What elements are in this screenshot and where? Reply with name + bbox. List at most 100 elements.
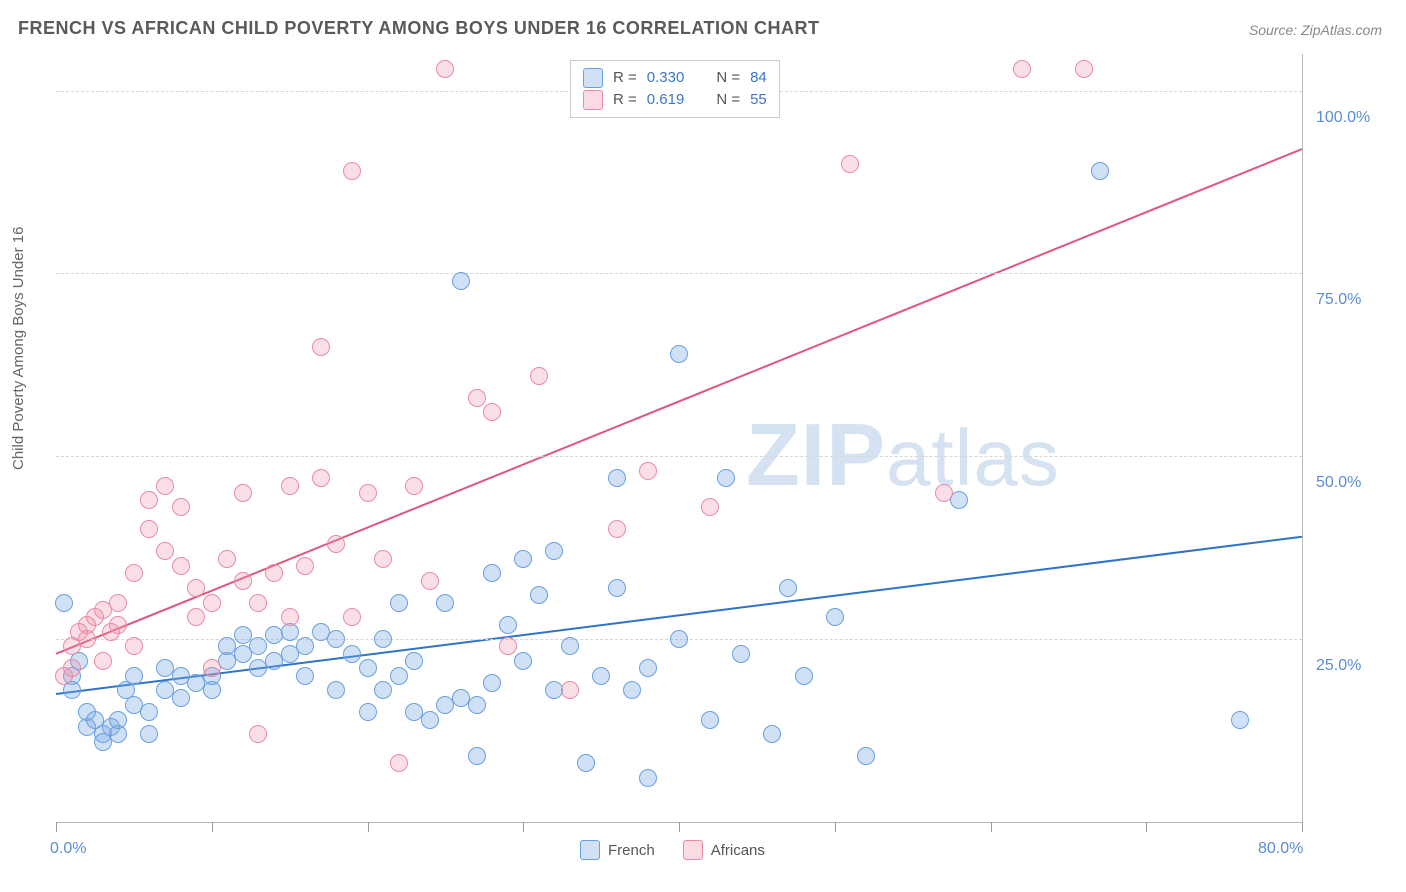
data-point-africans bbox=[390, 754, 408, 772]
xtick-label: 0.0% bbox=[50, 840, 86, 858]
data-point-french bbox=[359, 659, 377, 677]
xtick bbox=[679, 822, 680, 832]
source-label: Source: ZipAtlas.com bbox=[1249, 22, 1382, 38]
data-point-africans bbox=[281, 608, 299, 626]
source-prefix: Source: bbox=[1249, 22, 1301, 38]
legend-swatch-blue bbox=[583, 68, 603, 88]
data-point-french bbox=[701, 711, 719, 729]
data-point-africans bbox=[639, 462, 657, 480]
data-point-french bbox=[857, 747, 875, 765]
data-point-africans bbox=[359, 484, 377, 502]
data-point-french bbox=[468, 747, 486, 765]
plot-area: ZIPatlas bbox=[56, 54, 1302, 822]
legend-swatch-pink bbox=[583, 90, 603, 110]
data-point-french bbox=[452, 272, 470, 290]
chart-container: FRENCH VS AFRICAN CHILD POVERTY AMONG BO… bbox=[0, 0, 1406, 892]
data-point-africans bbox=[249, 594, 267, 612]
data-point-africans bbox=[265, 564, 283, 582]
data-point-africans bbox=[1075, 60, 1093, 78]
data-point-africans bbox=[63, 659, 81, 677]
data-point-french bbox=[592, 667, 610, 685]
data-point-africans bbox=[140, 520, 158, 538]
ytick-label: 75.0% bbox=[1316, 291, 1361, 309]
data-point-french bbox=[249, 637, 267, 655]
legend-row-africans: R = 0.619 N = 55 bbox=[583, 89, 767, 111]
data-point-french bbox=[405, 652, 423, 670]
data-point-french bbox=[327, 681, 345, 699]
data-point-africans bbox=[343, 162, 361, 180]
data-point-africans bbox=[483, 403, 501, 421]
data-point-africans bbox=[608, 520, 626, 538]
data-point-africans bbox=[140, 491, 158, 509]
data-point-french bbox=[950, 491, 968, 509]
xtick bbox=[991, 822, 992, 832]
data-point-french bbox=[717, 469, 735, 487]
data-point-french bbox=[1091, 162, 1109, 180]
data-point-africans bbox=[935, 484, 953, 502]
legend-item-africans: Africans bbox=[683, 840, 765, 860]
data-point-french bbox=[327, 630, 345, 648]
xtick bbox=[1146, 822, 1147, 832]
data-point-africans bbox=[701, 498, 719, 516]
data-point-french bbox=[390, 594, 408, 612]
data-point-french bbox=[545, 542, 563, 560]
data-point-africans bbox=[187, 579, 205, 597]
legend-n-label-2: N = bbox=[716, 89, 740, 111]
xtick bbox=[56, 822, 57, 832]
data-point-french bbox=[577, 754, 595, 772]
trend-lines bbox=[56, 54, 1302, 822]
data-point-french bbox=[514, 652, 532, 670]
data-point-africans bbox=[94, 652, 112, 670]
data-point-africans bbox=[218, 550, 236, 568]
legend-n-val-french: 84 bbox=[750, 67, 767, 89]
data-point-africans bbox=[841, 155, 859, 173]
data-point-french bbox=[359, 703, 377, 721]
legend-n-label-1: N = bbox=[716, 67, 740, 89]
data-point-french bbox=[514, 550, 532, 568]
xtick bbox=[835, 822, 836, 832]
data-point-french bbox=[390, 667, 408, 685]
data-point-french bbox=[795, 667, 813, 685]
data-point-french bbox=[140, 703, 158, 721]
legend-row-french: R = 0.330 N = 84 bbox=[583, 67, 767, 89]
legend-n-val-africans: 55 bbox=[750, 89, 767, 111]
chart-title: FRENCH VS AFRICAN CHILD POVERTY AMONG BO… bbox=[18, 18, 820, 39]
data-point-french bbox=[125, 667, 143, 685]
legend-swatch-french bbox=[580, 840, 600, 860]
data-point-africans bbox=[374, 550, 392, 568]
data-point-africans bbox=[156, 542, 174, 560]
data-point-africans bbox=[109, 594, 127, 612]
correlation-legend: R = 0.330 N = 84 R = 0.619 N = 55 bbox=[570, 60, 780, 118]
data-point-french bbox=[732, 645, 750, 663]
data-point-french bbox=[670, 345, 688, 363]
xtick bbox=[523, 822, 524, 832]
data-point-french bbox=[670, 630, 688, 648]
data-point-french bbox=[763, 725, 781, 743]
data-point-french bbox=[343, 645, 361, 663]
xtick bbox=[368, 822, 369, 832]
data-point-french bbox=[296, 637, 314, 655]
data-point-africans bbox=[343, 608, 361, 626]
ytick-label: 25.0% bbox=[1316, 657, 1361, 675]
series-legend: French Africans bbox=[580, 840, 765, 860]
data-point-africans bbox=[203, 659, 221, 677]
gridline bbox=[56, 273, 1302, 274]
data-point-africans bbox=[468, 389, 486, 407]
data-point-french bbox=[483, 674, 501, 692]
data-point-french bbox=[499, 616, 517, 634]
data-point-africans bbox=[436, 60, 454, 78]
data-point-french bbox=[779, 579, 797, 597]
data-point-french bbox=[530, 586, 548, 604]
legend-r-val-french: 0.330 bbox=[647, 67, 685, 89]
xtick bbox=[212, 822, 213, 832]
y-axis-label: Child Poverty Among Boys Under 16 bbox=[10, 227, 27, 470]
data-point-africans bbox=[405, 477, 423, 495]
data-point-french bbox=[172, 689, 190, 707]
gridline bbox=[56, 456, 1302, 457]
data-point-africans bbox=[125, 564, 143, 582]
data-point-africans bbox=[1013, 60, 1031, 78]
data-point-africans bbox=[156, 477, 174, 495]
y-axis-line bbox=[1302, 54, 1303, 822]
data-point-africans bbox=[125, 637, 143, 655]
data-point-french bbox=[623, 681, 641, 699]
